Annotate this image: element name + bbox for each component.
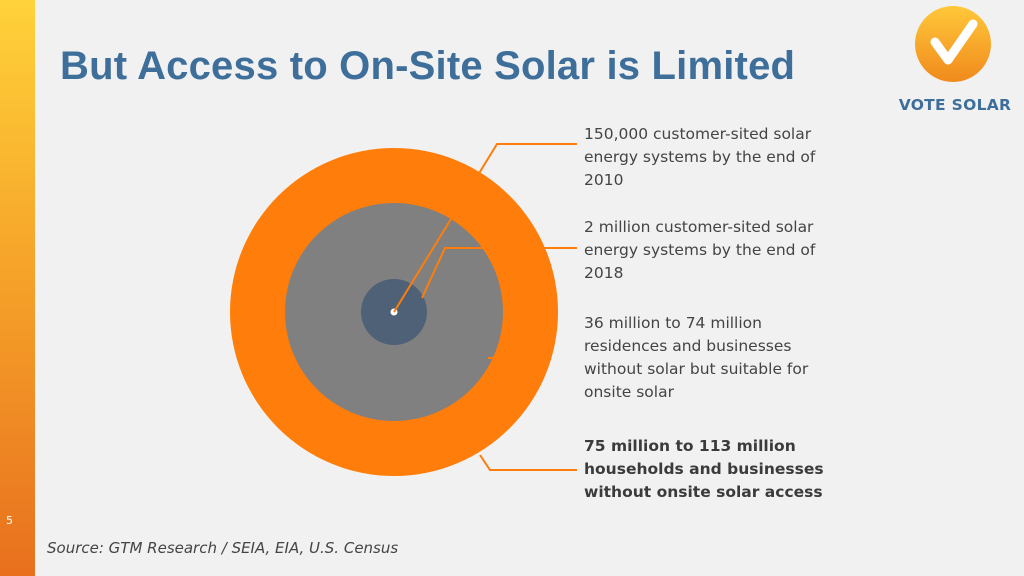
slide-title: But Access to On-Site Solar is Limited xyxy=(60,44,796,88)
leader-line-suitable xyxy=(479,454,577,471)
checkmark-icon xyxy=(915,6,991,82)
side-accent-bar xyxy=(0,0,35,576)
leader-line-2010 xyxy=(393,143,577,313)
label-2010-systems: 150,000 customer-sited solar energy syst… xyxy=(584,125,816,189)
label-2018-systems: 2 million customer-sited solar energy sy… xyxy=(584,218,816,282)
source-citation: Source: GTM Research / SEIA, EIA, U.S. C… xyxy=(47,539,399,557)
label-suitable-onsite: 36 million to 74 million residences and … xyxy=(584,314,809,401)
leader-line-2018 xyxy=(421,247,577,299)
logo-wordmark: VOTE SOLAR xyxy=(898,96,1012,114)
slide-number: 5 xyxy=(6,514,13,527)
vote-solar-logo: VOTE SOLAR xyxy=(893,4,1017,116)
label-no-access: 75 million to 113 million households and… xyxy=(584,437,824,501)
